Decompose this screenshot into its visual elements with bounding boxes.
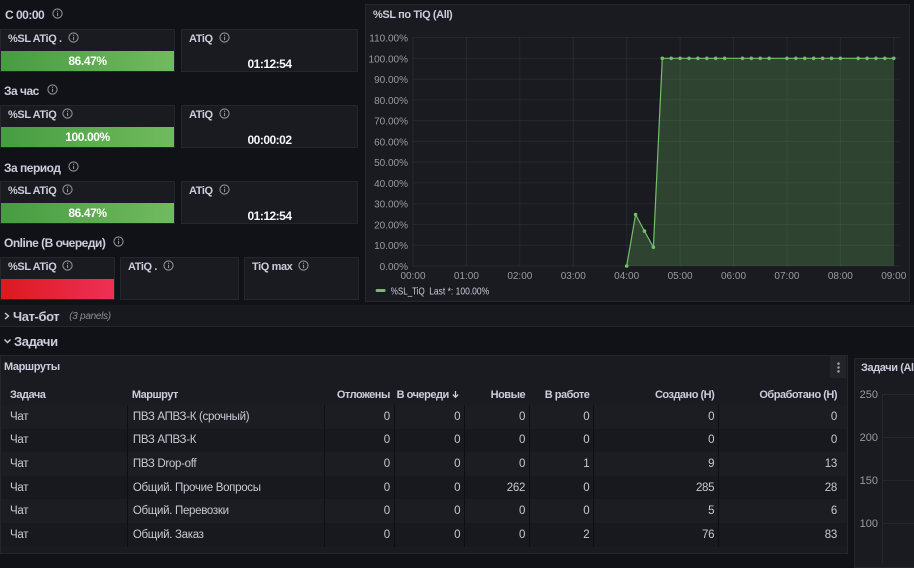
svg-text:07:00: 07:00 xyxy=(774,271,799,282)
svg-text:05:00: 05:00 xyxy=(668,271,693,282)
svg-text:90.00%: 90.00% xyxy=(374,75,408,86)
svg-text:200: 200 xyxy=(860,432,878,444)
svg-text:70.00%: 70.00% xyxy=(374,117,408,128)
svg-text:40.00%: 40.00% xyxy=(374,179,408,190)
svg-text:00:00: 00:00 xyxy=(400,271,425,282)
svg-text:03:00: 03:00 xyxy=(561,271,586,282)
svg-text:150: 150 xyxy=(860,475,878,487)
svg-text:02:00: 02:00 xyxy=(507,271,532,282)
svg-text:Last *: 100.00%: Last *: 100.00% xyxy=(429,286,489,298)
svg-text:0.00%: 0.00% xyxy=(380,262,408,273)
svg-text:01:00: 01:00 xyxy=(454,271,479,282)
svg-text:09:00: 09:00 xyxy=(881,271,906,282)
svg-text:100: 100 xyxy=(860,518,878,530)
svg-text:110.00%: 110.00% xyxy=(369,34,408,45)
svg-text:80.00%: 80.00% xyxy=(374,96,408,107)
svg-text:50.00%: 50.00% xyxy=(374,158,408,169)
svg-text:60.00%: 60.00% xyxy=(374,137,408,148)
svg-text:10.00%: 10.00% xyxy=(374,241,408,252)
svg-text:20.00%: 20.00% xyxy=(374,220,408,231)
svg-text:04:00: 04:00 xyxy=(614,271,639,282)
svg-text:250: 250 xyxy=(860,389,878,401)
svg-text:30.00%: 30.00% xyxy=(374,200,408,211)
svg-text:%SL_TiQ: %SL_TiQ xyxy=(391,286,425,298)
svg-text:100.00%: 100.00% xyxy=(369,54,409,65)
svg-text:06:00: 06:00 xyxy=(721,271,746,282)
svg-text:08:00: 08:00 xyxy=(828,271,853,282)
